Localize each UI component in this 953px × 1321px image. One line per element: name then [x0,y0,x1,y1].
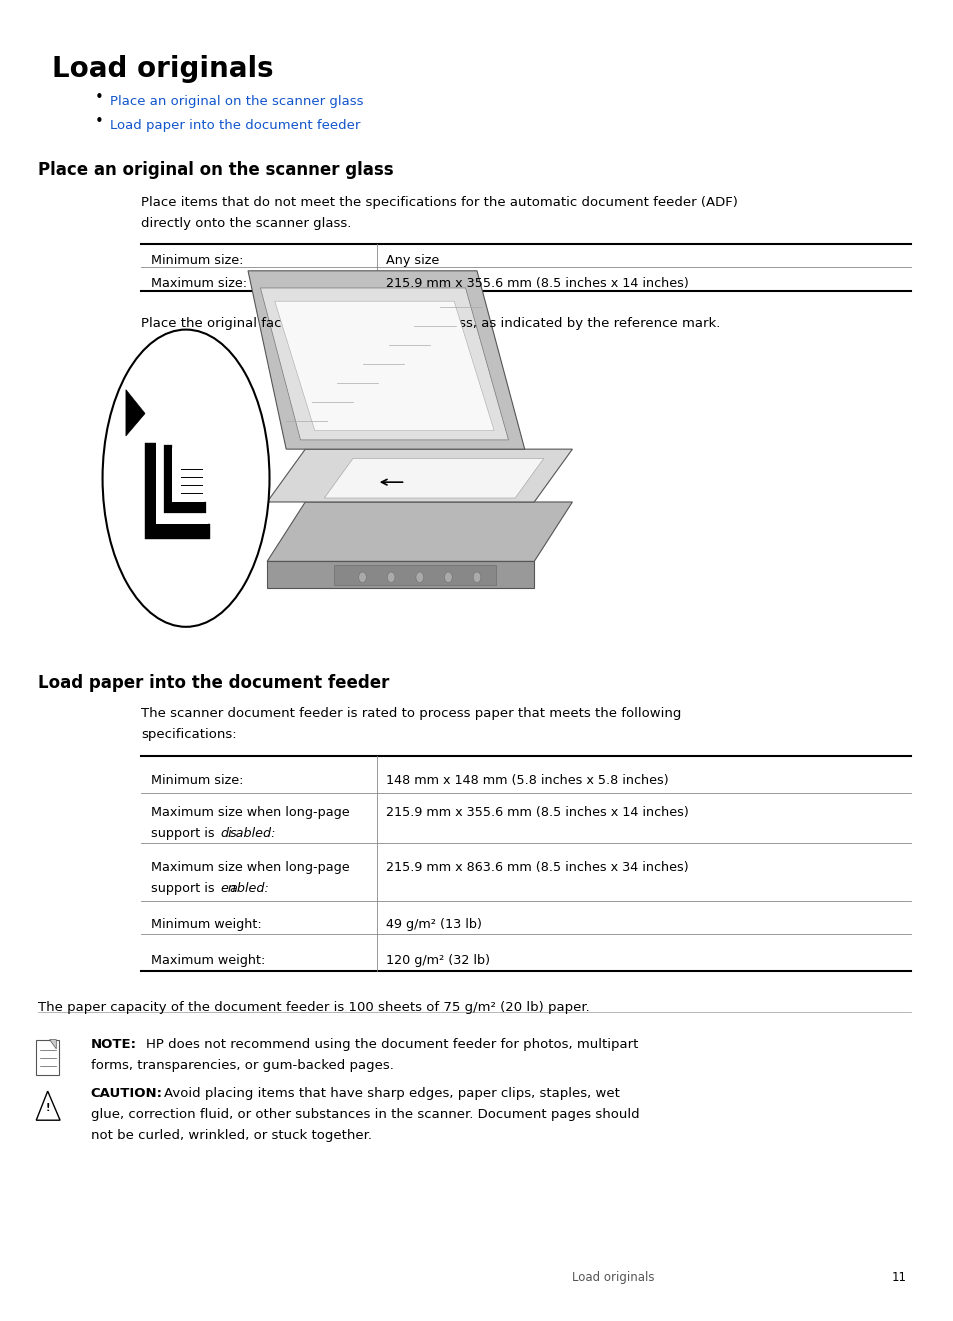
Ellipse shape [103,330,269,626]
Circle shape [444,572,452,583]
Polygon shape [50,1040,56,1049]
Circle shape [473,572,480,583]
Polygon shape [155,443,208,524]
Polygon shape [334,565,496,585]
Text: glue, correction fluid, or other substances in the scanner. Document pages shoul: glue, correction fluid, or other substan… [91,1108,639,1122]
Text: 49 g/m² (13 lb): 49 g/m² (13 lb) [386,918,481,931]
Text: 215.9 mm x 355.6 mm (8.5 inches x 14 inches): 215.9 mm x 355.6 mm (8.5 inches x 14 inc… [386,806,688,819]
Text: •: • [94,114,103,128]
Text: Minimum weight:: Minimum weight: [151,918,261,931]
Text: Any size: Any size [386,254,439,267]
Polygon shape [248,271,524,449]
Text: The paper capacity of the document feeder is 100 sheets of 75 g/m² (20 lb) paper: The paper capacity of the document feede… [38,1001,589,1015]
Text: Place the original face down on the scanner glass, as indicated by the reference: Place the original face down on the scan… [141,317,720,330]
Text: Maximum size when long-page: Maximum size when long-page [151,861,349,875]
Text: 120 g/m² (32 lb): 120 g/m² (32 lb) [386,954,490,967]
FancyBboxPatch shape [36,1040,59,1075]
Polygon shape [164,445,206,513]
Polygon shape [267,502,572,561]
Circle shape [416,572,423,583]
Polygon shape [36,1091,60,1120]
Text: forms, transparencies, or gum-backed pages.: forms, transparencies, or gum-backed pag… [91,1059,393,1073]
Text: Load originals: Load originals [52,55,274,83]
Text: sabled:: sabled: [230,827,276,840]
Text: Maximum size:: Maximum size: [151,277,247,291]
Text: Minimum size:: Minimum size: [151,774,243,787]
Text: NOTE:: NOTE: [91,1038,136,1052]
Circle shape [387,572,395,583]
Polygon shape [274,301,494,431]
Text: CAUTION:: CAUTION: [91,1087,162,1100]
Text: The scanner document feeder is rated to process paper that meets the following: The scanner document feeder is rated to … [141,707,680,720]
Text: Avoid placing items that have sharp edges, paper clips, staples, wet: Avoid placing items that have sharp edge… [164,1087,619,1100]
Text: specifications:: specifications: [141,728,236,741]
Polygon shape [267,561,534,588]
Polygon shape [267,449,572,502]
Text: 11: 11 [891,1271,906,1284]
Text: directly onto the scanner glass.: directly onto the scanner glass. [141,217,352,230]
Polygon shape [172,448,204,502]
Text: HP does not recommend using the document feeder for photos, multipart: HP does not recommend using the document… [146,1038,638,1052]
Text: abled:: abled: [230,882,270,896]
Text: support is: support is [151,882,218,896]
Text: Place items that do not meet the specifications for the automatic document feede: Place items that do not meet the specifi… [141,196,738,209]
Text: Load paper into the document feeder: Load paper into the document feeder [110,119,359,132]
Text: en: en [220,882,236,896]
Polygon shape [145,443,210,539]
Text: !: ! [46,1103,51,1114]
Polygon shape [126,390,145,436]
Text: not be curled, wrinkled, or stuck together.: not be curled, wrinkled, or stuck togeth… [91,1129,372,1143]
Text: Place an original on the scanner glass: Place an original on the scanner glass [110,95,363,108]
Text: 215.9 mm x 863.6 mm (8.5 inches x 34 inches): 215.9 mm x 863.6 mm (8.5 inches x 34 inc… [386,861,688,875]
Text: support is: support is [151,827,218,840]
Text: Place an original on the scanner glass: Place an original on the scanner glass [38,161,394,180]
Text: 148 mm x 148 mm (5.8 inches x 5.8 inches): 148 mm x 148 mm (5.8 inches x 5.8 inches… [386,774,668,787]
Text: di: di [220,827,232,840]
Text: •: • [94,90,103,104]
Text: Maximum weight:: Maximum weight: [151,954,265,967]
Circle shape [358,572,366,583]
Text: Load paper into the document feeder: Load paper into the document feeder [38,674,389,692]
Text: Load originals: Load originals [572,1271,654,1284]
Polygon shape [324,458,543,498]
Polygon shape [260,288,508,440]
Text: 215.9 mm x 355.6 mm (8.5 inches x 14 inches): 215.9 mm x 355.6 mm (8.5 inches x 14 inc… [386,277,688,291]
Text: Maximum size when long-page: Maximum size when long-page [151,806,349,819]
Text: Minimum size:: Minimum size: [151,254,243,267]
